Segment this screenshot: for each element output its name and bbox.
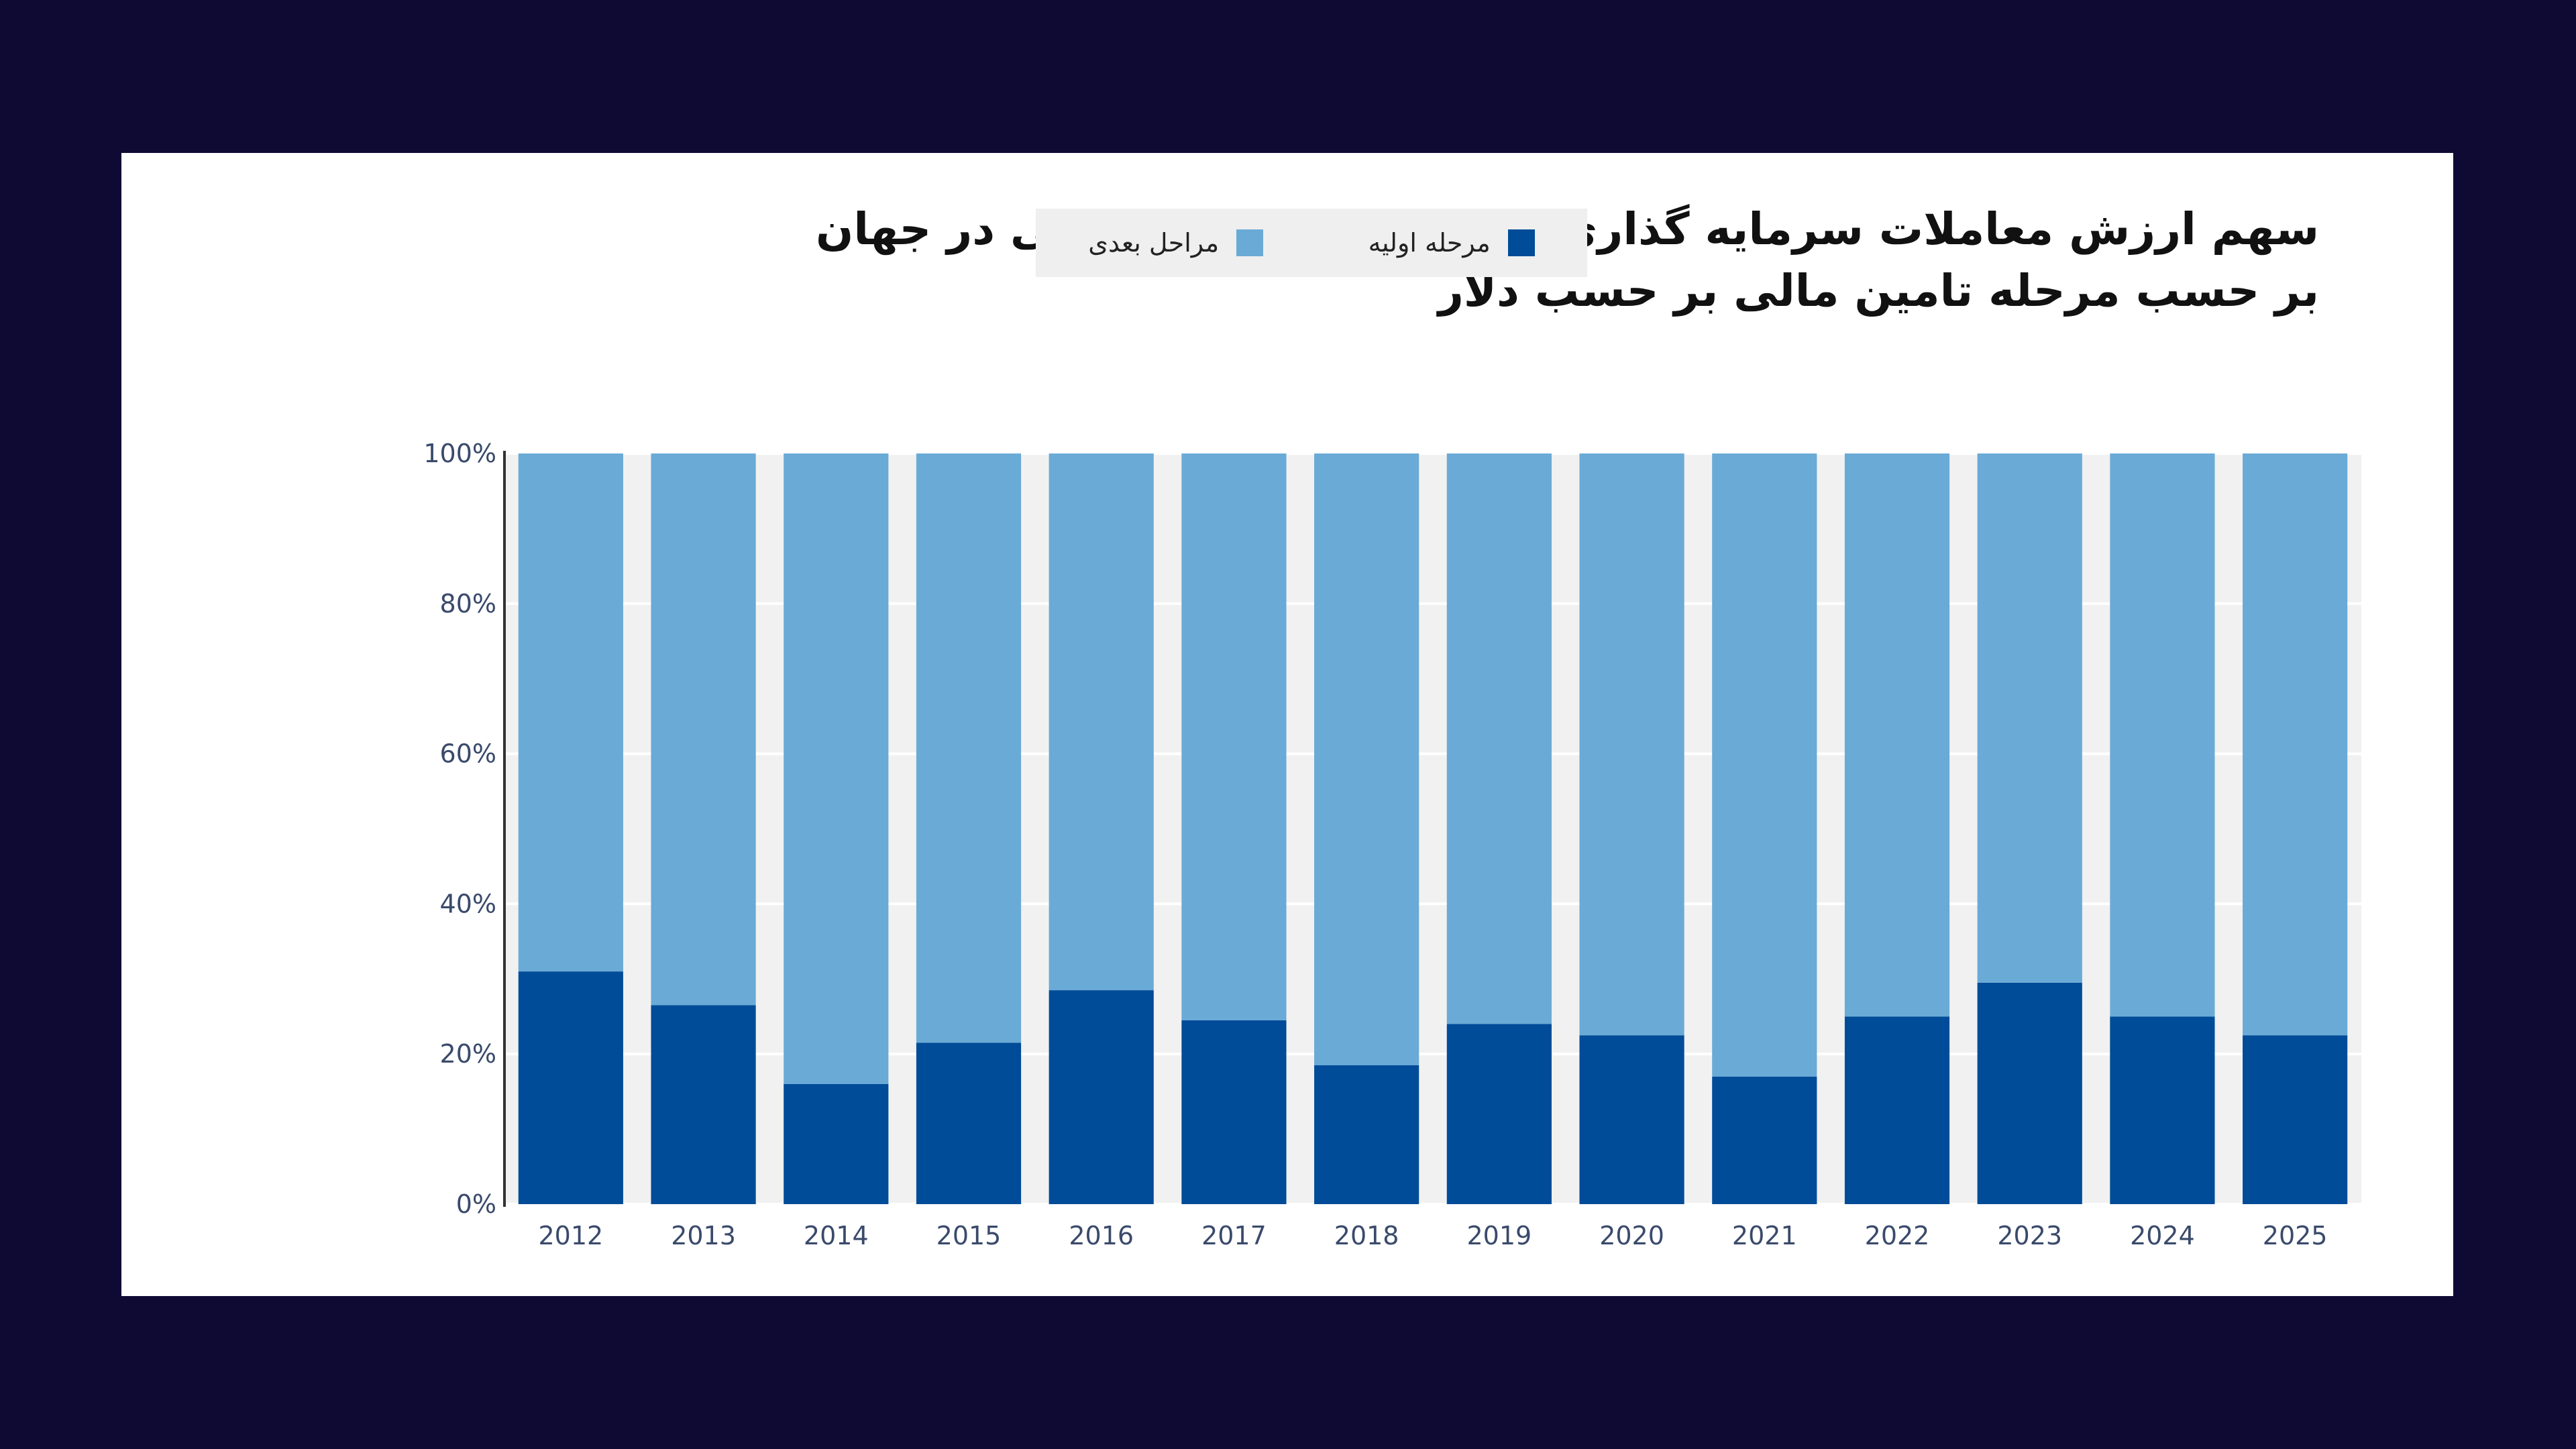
x-tick-label-2014: 2014 <box>804 1221 869 1250</box>
plot-background <box>504 453 2361 1204</box>
bar-later-stage-2021 <box>1712 453 1817 1077</box>
bar-later-stage-2018 <box>1314 453 1419 1065</box>
bar-later-stage-2017 <box>1181 453 1287 1020</box>
x-tick-label-2020: 2020 <box>1599 1221 1664 1250</box>
bar-early-stage-2012 <box>518 971 623 1204</box>
bar-later-stage-2023 <box>1977 453 2082 983</box>
bar-later-stage-2020 <box>1579 453 1684 1036</box>
x-tick-label-2012: 2012 <box>538 1221 603 1250</box>
legend-label-later-stage: مراحل بعدی <box>1088 228 1220 258</box>
x-tick-label-2023: 2023 <box>1997 1221 2062 1250</box>
x-tick-label-2022: 2022 <box>1865 1221 1930 1250</box>
bar-early-stage-2015 <box>916 1042 1022 1204</box>
bar-early-stage-2020 <box>1579 1035 1684 1204</box>
bar-later-stage-2012 <box>518 453 623 972</box>
bar-early-stage-2024 <box>2110 1016 2215 1204</box>
x-tick-label-2019: 2019 <box>1466 1221 1532 1250</box>
bar-early-stage-2014 <box>784 1083 889 1204</box>
bar-early-stage-2023 <box>1977 982 2082 1204</box>
legend-item-later-stage: مراحل بعدی <box>1088 228 1264 258</box>
y-tick-label-40: 40% <box>440 889 496 918</box>
x-tick-label-2018: 2018 <box>1334 1221 1399 1250</box>
bar-later-stage-2016 <box>1049 453 1154 991</box>
x-tick-label-2016: 2016 <box>1069 1221 1134 1250</box>
bar-later-stage-2025 <box>2243 453 2348 1036</box>
y-tick-label-80: 80% <box>440 589 496 619</box>
bar-early-stage-2016 <box>1049 990 1154 1204</box>
bar-early-stage-2022 <box>1844 1016 1950 1204</box>
bar-early-stage-2025 <box>2243 1035 2348 1204</box>
y-tick-label-60: 60% <box>440 739 496 769</box>
bar-early-stage-2013 <box>651 1005 756 1204</box>
x-tick-label-2013: 2013 <box>671 1221 736 1250</box>
legend-item-early-stage: مرحله اولیه <box>1368 228 1535 258</box>
y-tick-label-20: 20% <box>440 1039 496 1069</box>
legend-swatch-later-stage <box>1236 229 1264 256</box>
y-tick-label-100: 100% <box>423 439 496 468</box>
bar-later-stage-2022 <box>1844 453 1950 1017</box>
bar-later-stage-2014 <box>784 453 889 1084</box>
y-tick-label-0: 0% <box>456 1189 496 1219</box>
bar-early-stage-2021 <box>1712 1076 1817 1204</box>
x-tick-label-2015: 2015 <box>936 1221 1002 1250</box>
x-tick-label-2025: 2025 <box>2263 1221 2328 1250</box>
bar-later-stage-2013 <box>651 453 756 1006</box>
chart-legend: مرحله اولیه مراحل بعدی <box>1036 209 1587 277</box>
bar-later-stage-2024 <box>2110 453 2215 1017</box>
bar-later-stage-2019 <box>1446 453 1552 1024</box>
x-tick-label-2021: 2021 <box>1732 1221 1797 1250</box>
x-tick-label-2024: 2024 <box>2130 1221 2195 1250</box>
legend-swatch-early-stage <box>1507 229 1535 256</box>
bar-early-stage-2019 <box>1446 1024 1552 1204</box>
legend-label-early-stage: مرحله اولیه <box>1368 228 1491 258</box>
bar-later-stage-2015 <box>916 453 1022 1043</box>
bar-early-stage-2017 <box>1181 1020 1287 1204</box>
bar-early-stage-2018 <box>1314 1065 1419 1204</box>
x-tick-label-2017: 2017 <box>1201 1221 1267 1250</box>
